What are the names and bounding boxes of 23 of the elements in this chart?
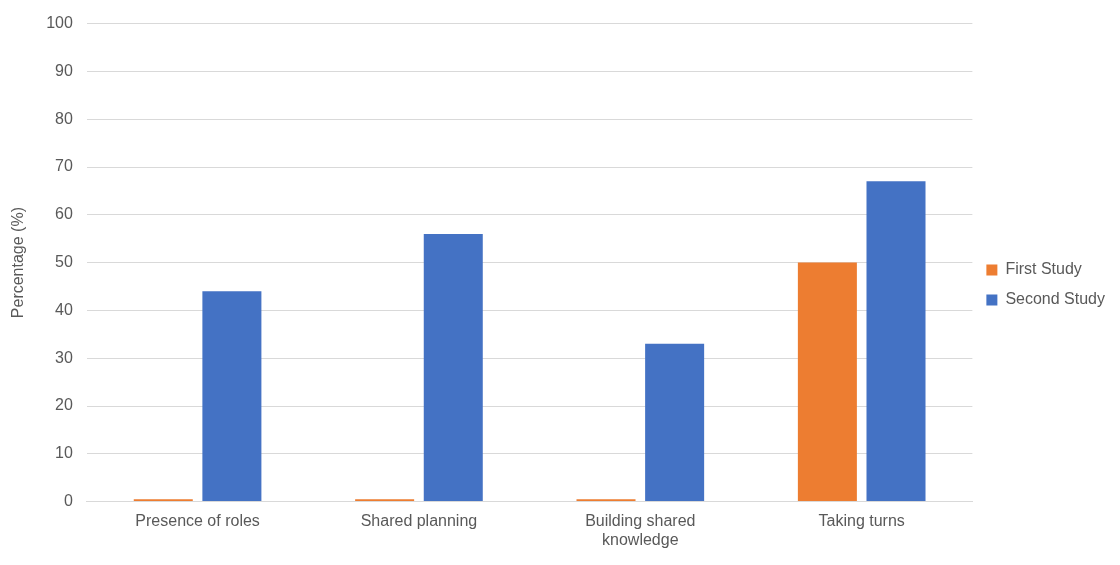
x-tick-label: Presence of roles bbox=[135, 511, 260, 529]
bar bbox=[866, 181, 926, 502]
bar bbox=[797, 262, 857, 502]
y-axis-title: Percentage (%) bbox=[9, 207, 27, 319]
x-tick-label: Taking turns bbox=[818, 511, 905, 529]
x-tick-label: Shared planning bbox=[360, 511, 478, 529]
legend-label: Second Study bbox=[1005, 290, 1105, 308]
y-tick-label: 10 bbox=[55, 444, 73, 462]
x-tick-label: Building shared knowledge bbox=[585, 511, 696, 548]
y-tick-label: 50 bbox=[55, 253, 73, 271]
y-tick-label: 100 bbox=[46, 14, 73, 32]
y-tick-label: 70 bbox=[55, 157, 73, 175]
bar bbox=[645, 343, 705, 502]
y-tick-label: 30 bbox=[55, 348, 73, 366]
bar bbox=[423, 233, 483, 502]
y-tick-label: 60 bbox=[55, 205, 73, 223]
y-tick-label: 80 bbox=[55, 109, 73, 127]
y-tick-label: 0 bbox=[63, 492, 73, 510]
y-tick-label: 40 bbox=[55, 300, 73, 318]
bar bbox=[202, 291, 262, 502]
y-tick-label: 20 bbox=[55, 396, 73, 414]
legend-label: First Study bbox=[1005, 260, 1082, 278]
y-tick-label: 90 bbox=[55, 61, 73, 79]
